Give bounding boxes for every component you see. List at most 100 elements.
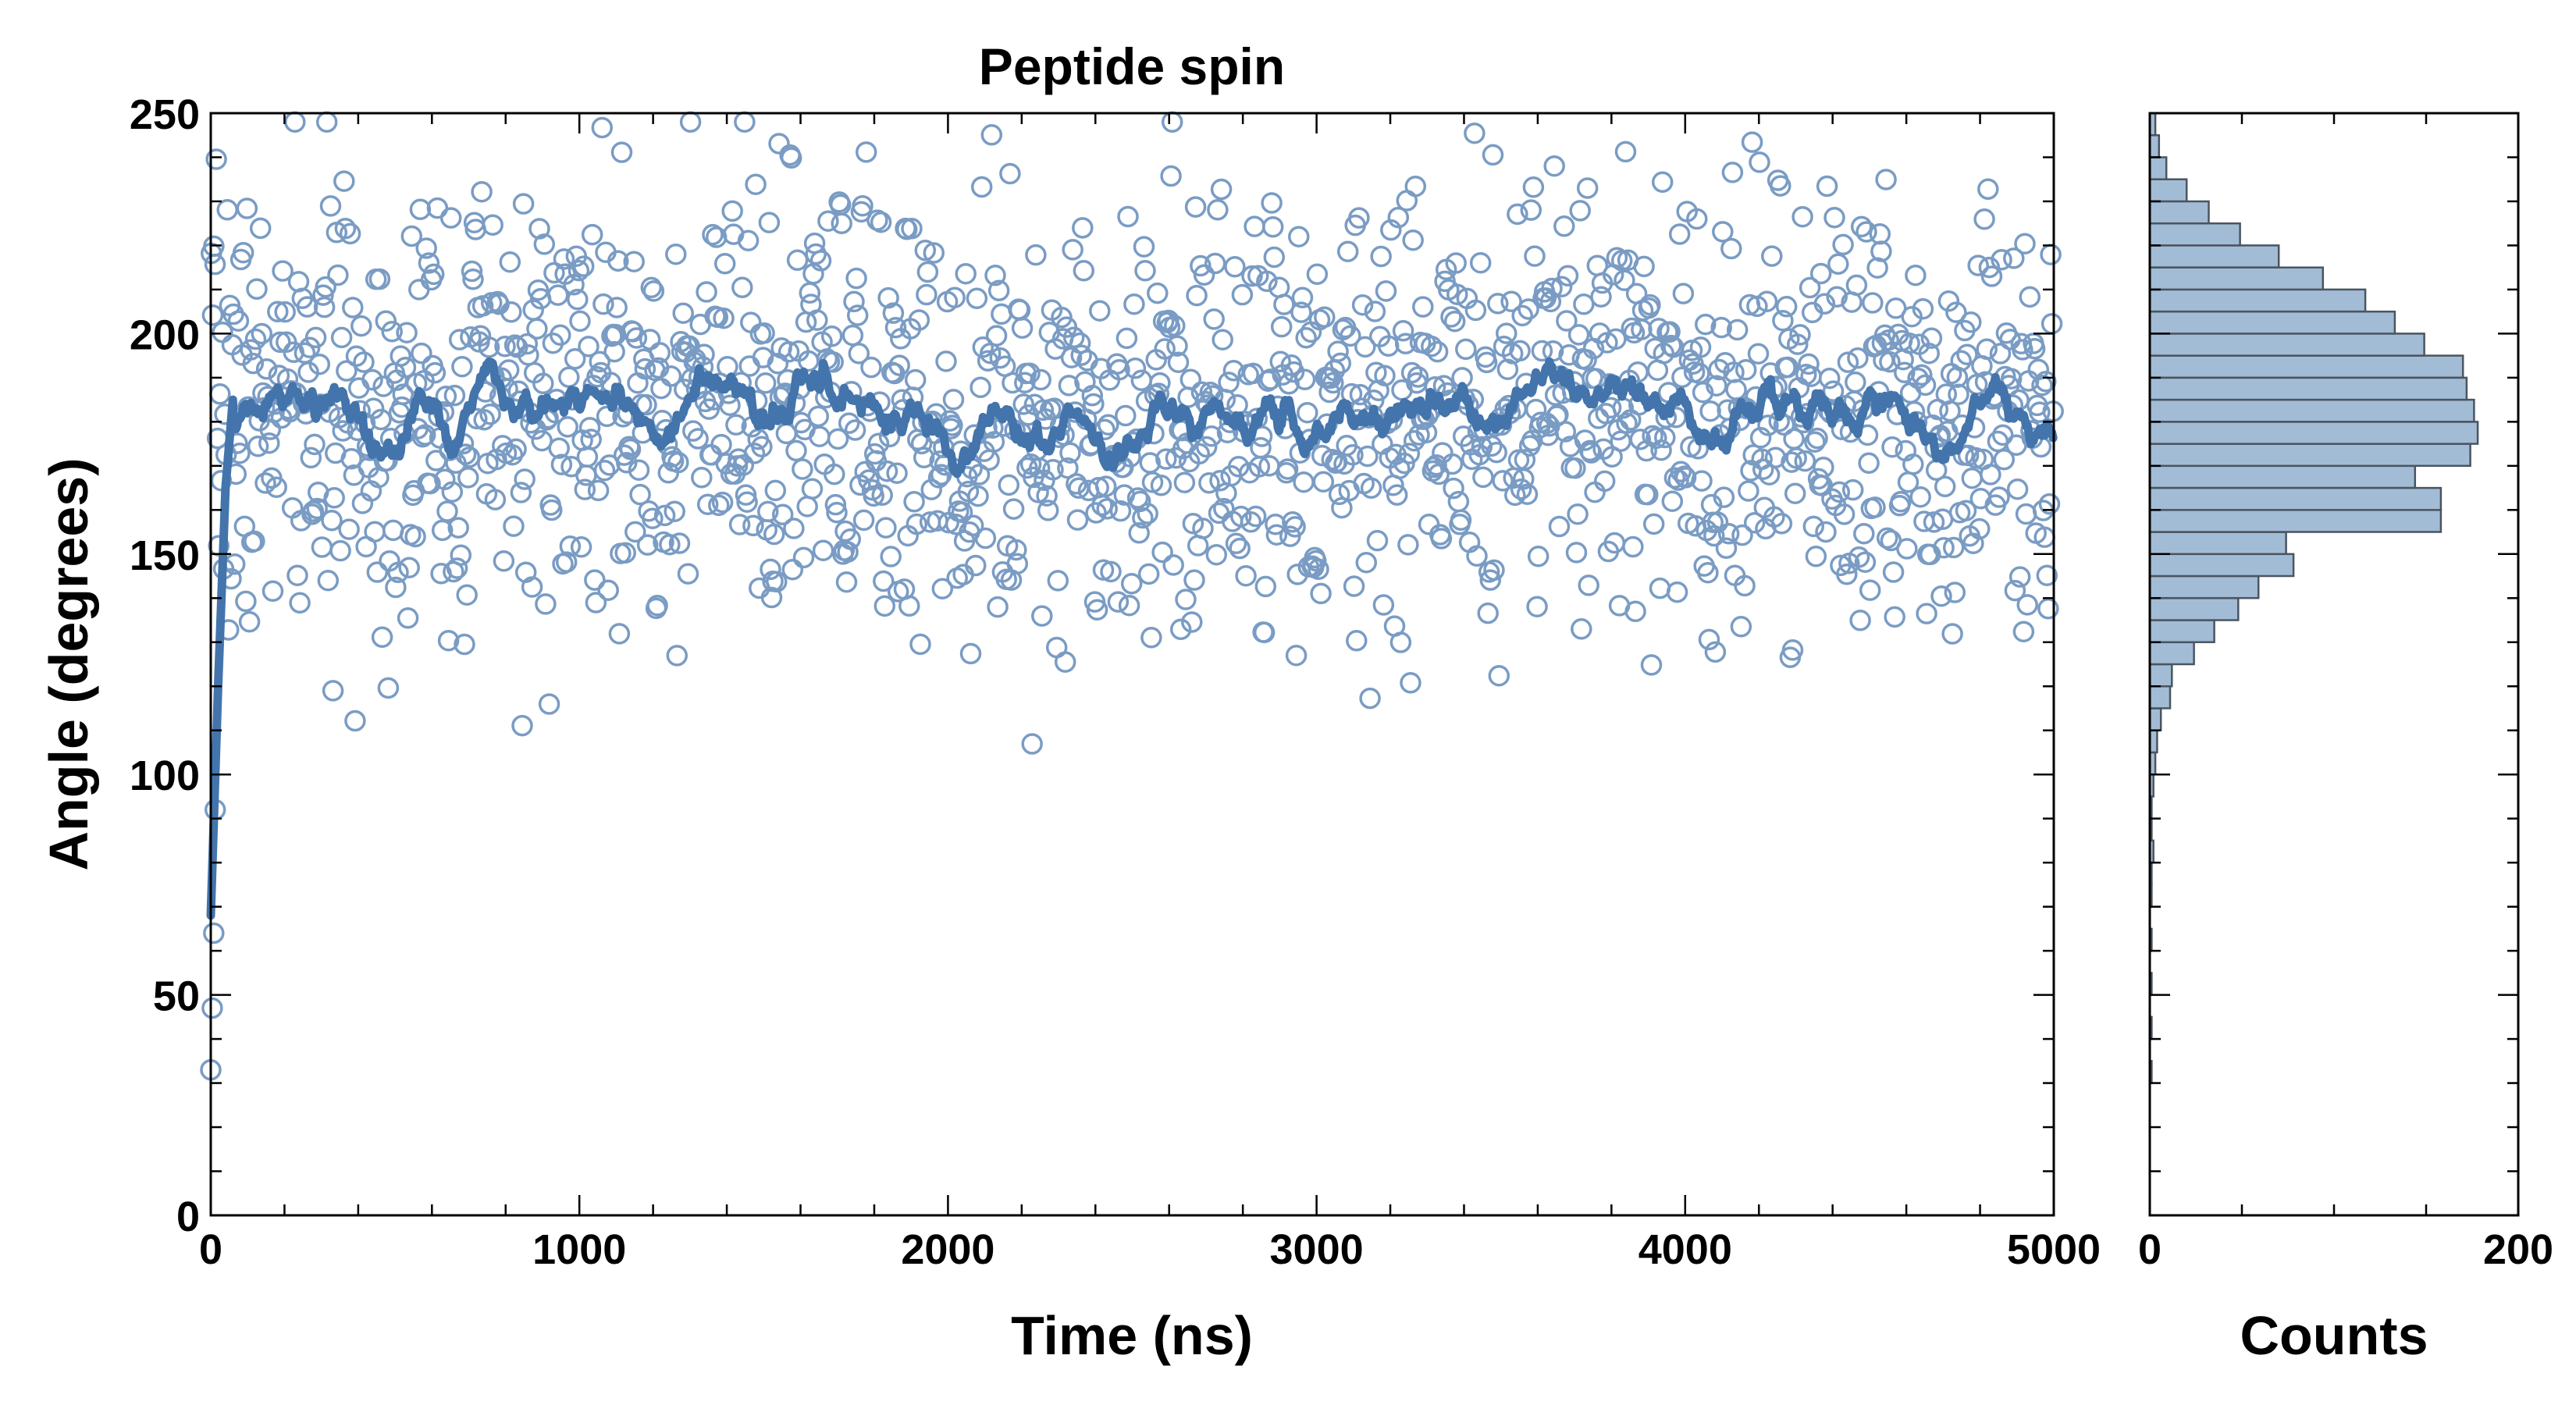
scatter-point [786,249,809,272]
x-tick-label: 3000 [1270,1226,1364,1273]
scatter-point [1967,254,1989,276]
scatter-point [1509,340,1531,362]
scatter-point [1909,486,1931,508]
scatter-point [302,500,325,522]
scatter-point [526,318,548,340]
histogram-bar [2148,619,2215,643]
scatter-point [721,200,743,222]
scatter-point [479,403,501,425]
scatter-point [1308,558,1329,581]
scatter-point [916,283,938,306]
scatter-point [838,412,860,434]
scatter-point [1637,483,1659,506]
scatter-point [1507,449,1530,471]
histogram-bar [2148,354,2464,379]
scatter-point [1847,347,1869,369]
histogram-bar [2148,685,2172,710]
scatter-point [1134,260,1156,282]
scatter-point [1115,327,1138,350]
scatter-point [1070,344,1092,366]
scatter-point [494,336,516,357]
scatter-point [1649,577,1671,599]
histogram-bar [2148,156,2168,180]
scatter-point [901,218,923,240]
scatter-point [1747,343,1770,365]
scatter-point [390,345,411,367]
scatter-point [1137,503,1158,525]
scatter-point [313,296,336,318]
scatter-point [1107,591,1130,613]
scatter-point [1785,447,1807,469]
histogram-x-axis-label: Counts [2240,1305,2428,1366]
scatter-point [766,571,788,593]
scatter-point [404,525,426,548]
scatter-point [870,211,892,233]
scatter-point [1802,515,1825,538]
scatter-point [792,458,813,480]
scatter-point [1854,551,1877,573]
scatter-point [1569,200,1591,222]
scatter-point [1590,286,1612,308]
scatter-point [1813,456,1834,478]
scatter-point [2012,339,2033,361]
scatter-point [967,485,989,507]
scatter-point [1167,351,1190,373]
scatter-point [415,237,437,259]
scatter-point [1366,529,1389,552]
y-tick-label: 50 [153,973,200,1020]
scatter-point [717,355,738,378]
scatter-point [1412,296,1434,318]
scatter-point [904,368,927,391]
scatter-point [1715,537,1738,560]
scatter-point [1692,381,1714,404]
scatter-point [372,375,394,397]
scatter-point [1400,672,1421,694]
scatter-point [1674,467,1697,489]
scatter-point [568,259,590,282]
scatter-point [1845,371,1866,393]
scatter-point [1686,208,1708,230]
scatter-point [249,217,272,240]
scatter-point [1487,293,1509,315]
scatter-point [366,561,389,583]
scatter-point [1342,444,1364,466]
scatter-point [1980,265,2003,287]
histogram-x-tick-label: 200 [2483,1226,2553,1273]
scatter-point [1920,327,1943,349]
scatter-point [1218,372,1240,393]
scatter-point [1370,245,1392,268]
scatter-point [1072,217,1094,239]
scatter-point [1193,264,1215,286]
scatter-point [758,212,781,233]
scatter-point [1564,457,1586,479]
scatter-point [619,438,642,461]
scatter-point [1190,381,1213,404]
scatter-point [1428,463,1450,486]
scatter-point [596,405,618,428]
scatter-point [1731,524,1753,546]
scatter-point [493,550,515,572]
scatter-point [930,464,952,486]
scatter-point [242,352,265,375]
histogram-bar [2148,707,2162,731]
scatter-point [1117,205,1139,228]
scatter-point [1853,522,1875,545]
scatter-point [425,450,447,471]
scatter-point [510,482,532,503]
scatter-point [528,218,550,240]
scatter-point [1151,541,1173,564]
scatter-point [805,243,827,265]
scatter-point [980,124,1003,146]
scatter-point [1934,475,1956,498]
scatter-point [478,336,500,358]
scatter-point [1556,310,1578,332]
scatter-point [1098,414,1119,436]
scatter-point [1650,439,1672,461]
scatter-point [1073,260,1095,282]
scatter-point [873,595,896,617]
scatter-point [1576,177,1599,199]
scatter-point [454,633,475,656]
y-tick-label: 100 [130,752,200,799]
scatter-point [387,561,409,584]
